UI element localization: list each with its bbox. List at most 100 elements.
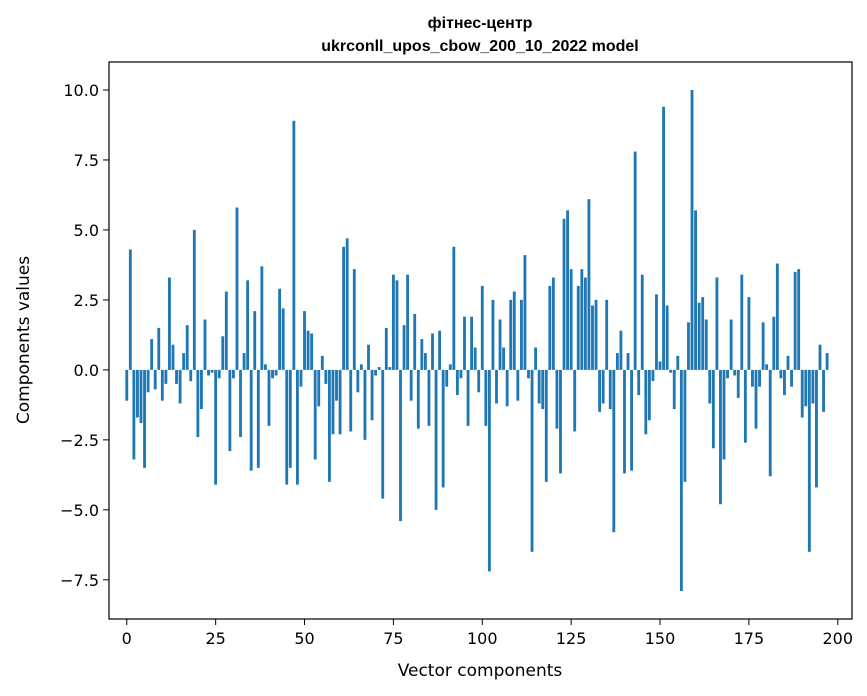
bar-19	[192, 229, 196, 370]
bar-129	[583, 277, 587, 370]
bar-187	[790, 369, 793, 387]
bar-43	[278, 288, 282, 370]
bar-152	[665, 305, 669, 370]
bar-135	[605, 299, 609, 370]
bar-67	[363, 369, 367, 440]
bar-50	[303, 311, 306, 370]
x-tick-label: 25	[205, 629, 225, 648]
bar-6	[146, 369, 150, 393]
bar-1	[128, 249, 132, 370]
bar-188	[793, 271, 797, 370]
bar-124	[566, 210, 570, 370]
bar-107	[505, 369, 509, 407]
bar-162	[701, 297, 705, 370]
bar-108	[509, 299, 513, 370]
bar-41	[271, 369, 274, 379]
bar-12	[168, 277, 171, 370]
bar-112	[523, 255, 527, 370]
bar-139	[619, 330, 623, 370]
bar-14	[175, 369, 178, 384]
bar-85	[427, 369, 431, 426]
bar-94	[459, 369, 463, 379]
bar-176	[751, 369, 754, 387]
x-tick-label: 75	[383, 629, 403, 648]
bar-89	[441, 369, 445, 488]
bar-177	[754, 369, 758, 429]
bar-18	[189, 369, 193, 382]
bar-117	[541, 369, 545, 410]
bar-197	[825, 353, 829, 370]
bar-31	[235, 207, 239, 370]
bar-122	[559, 369, 562, 474]
bar-87	[434, 369, 438, 510]
bar-156	[679, 369, 683, 592]
bar-104	[495, 369, 498, 404]
bar-86	[431, 333, 434, 370]
bar-71	[377, 367, 381, 370]
bar-123	[562, 218, 566, 370]
bar-62	[345, 238, 349, 370]
bar-99	[477, 369, 481, 393]
x-axis-label: Vector components	[398, 661, 563, 681]
bar-150	[658, 361, 662, 370]
bar-175	[747, 297, 751, 370]
bar-53	[313, 369, 317, 460]
bar-132	[594, 299, 598, 370]
bar-68	[367, 344, 370, 370]
bar-88	[438, 330, 442, 370]
x-tick-label: 100	[467, 629, 498, 648]
bar-184	[779, 369, 783, 379]
bar-64	[352, 269, 356, 370]
bar-0	[125, 369, 129, 401]
bar-181	[768, 369, 772, 477]
bar-9	[157, 327, 161, 370]
bar-163	[704, 319, 708, 370]
bar-60	[338, 369, 342, 435]
bar-102	[487, 369, 491, 572]
bar-91	[448, 364, 452, 370]
bar-16	[182, 353, 186, 370]
bar-115	[534, 347, 538, 370]
bar-128	[580, 269, 584, 370]
bar-33	[242, 353, 246, 370]
bars-group	[125, 89, 829, 592]
bar-78	[402, 325, 406, 370]
bar-101	[484, 369, 488, 426]
bar-70	[374, 369, 378, 376]
bar-20	[196, 369, 200, 438]
bar-136	[608, 369, 612, 410]
y-axis-label: Components values	[14, 256, 34, 424]
y-tick-label: 2.5	[74, 291, 99, 310]
bar-133	[598, 369, 602, 412]
bar-13	[171, 344, 175, 370]
bar-57	[327, 369, 331, 482]
bar-46	[288, 369, 292, 468]
bar-61	[342, 246, 346, 370]
y-axis: −7.5 −5.0 −2.5 0.0 2.5 5.0 7.5 10.0	[60, 81, 109, 590]
bar-116	[537, 369, 541, 404]
y-tick-label: 7.5	[74, 151, 99, 170]
x-tick-label: 0	[122, 629, 132, 648]
bar-56	[324, 369, 328, 384]
x-tick-label: 50	[294, 629, 314, 648]
bar-138	[615, 353, 619, 370]
bar-48	[295, 369, 299, 485]
bar-77	[399, 369, 402, 522]
bar-160	[694, 210, 697, 370]
bar-179	[761, 322, 765, 370]
bar-82	[416, 369, 420, 429]
bar-52	[310, 333, 314, 370]
bar-10	[160, 369, 164, 401]
bar-146	[644, 369, 648, 435]
bar-80	[409, 369, 413, 401]
bar-66	[359, 364, 363, 370]
bar-58	[331, 369, 335, 435]
bar-168	[722, 369, 726, 460]
bar-106	[502, 347, 506, 370]
bar-194	[815, 369, 818, 488]
y-tick-label: −7.5	[60, 571, 99, 590]
bar-75	[391, 274, 395, 370]
bar-5	[143, 369, 146, 468]
bar-90	[445, 369, 449, 387]
